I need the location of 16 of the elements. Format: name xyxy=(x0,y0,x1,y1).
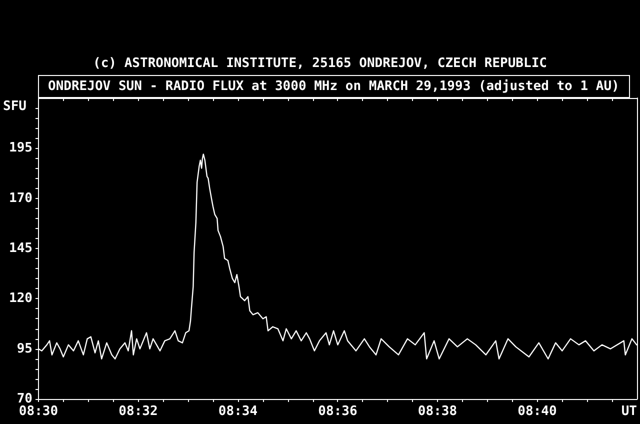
x-tick-label: 08:32 xyxy=(118,404,158,419)
x-tick-label: 08:38 xyxy=(418,404,458,419)
y-tick-label: 95 xyxy=(16,341,32,356)
x-tick-label: 08:36 xyxy=(318,404,358,419)
chart-subtitle: ONDREJOV SUN - RADIO FLUX at 3000 MHz on MARCH 29,1993 (adjusted to 1 AU) xyxy=(48,79,620,94)
y-axis-title: SFU xyxy=(2,99,27,114)
y-tick-label: 195 xyxy=(8,140,32,156)
x-tick-label: 08:40 xyxy=(518,404,557,419)
chart-title: (c) ASTRONOMICAL INSTITUTE, 25165 ONDREJOV, CZECH REPUBLIC xyxy=(93,56,547,71)
y-tick-label: 170 xyxy=(8,190,33,206)
y-tick-label: 120 xyxy=(8,291,33,306)
x-tick-label: 08:34 xyxy=(218,404,258,419)
y-tick-label: 70 xyxy=(16,392,33,406)
x-tick-label: 08:30 xyxy=(18,404,58,419)
y-tick-label: 145 xyxy=(8,241,32,256)
x-axis-title: UT xyxy=(621,404,638,419)
